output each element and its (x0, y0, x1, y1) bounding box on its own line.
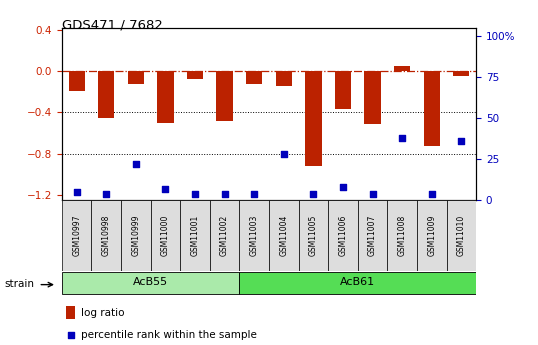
FancyBboxPatch shape (328, 200, 358, 271)
Bar (394, 66, 410, 71)
Bar (216, 71, 233, 120)
Text: GSM11008: GSM11008 (398, 215, 407, 256)
Point (250, 191, 258, 196)
Text: GSM11010: GSM11010 (457, 215, 466, 256)
FancyBboxPatch shape (121, 200, 151, 271)
Point (102, 191, 111, 196)
FancyBboxPatch shape (210, 200, 239, 271)
Point (427, 191, 436, 196)
Text: AcB55: AcB55 (133, 277, 168, 287)
FancyBboxPatch shape (447, 200, 476, 271)
Bar (305, 71, 322, 166)
Bar (68, 71, 85, 91)
Text: GSM11004: GSM11004 (279, 215, 288, 256)
Text: GSM10997: GSM10997 (72, 215, 81, 256)
Point (190, 191, 199, 196)
Bar (246, 71, 263, 85)
FancyBboxPatch shape (358, 200, 387, 271)
Point (368, 191, 377, 196)
Point (66, 332, 75, 338)
Point (131, 161, 140, 167)
Bar (157, 71, 174, 122)
FancyBboxPatch shape (417, 200, 447, 271)
Text: GSM11005: GSM11005 (309, 215, 318, 256)
Text: GSM10998: GSM10998 (102, 215, 111, 256)
Bar (187, 71, 203, 79)
Bar (423, 71, 440, 146)
Point (161, 186, 170, 191)
Text: GSM11001: GSM11001 (190, 215, 200, 256)
FancyBboxPatch shape (180, 200, 210, 271)
Bar (335, 71, 351, 109)
Text: GSM11006: GSM11006 (338, 215, 348, 256)
Text: percentile rank within the sample: percentile rank within the sample (81, 330, 257, 340)
FancyBboxPatch shape (269, 200, 299, 271)
FancyBboxPatch shape (151, 200, 180, 271)
Bar (98, 71, 115, 118)
Point (72, 189, 81, 195)
FancyBboxPatch shape (239, 200, 269, 271)
FancyBboxPatch shape (387, 200, 417, 271)
Bar (364, 71, 381, 124)
Text: GSM11000: GSM11000 (161, 215, 170, 256)
Text: log ratio: log ratio (81, 308, 124, 318)
Bar (66, 306, 75, 319)
FancyBboxPatch shape (62, 272, 239, 294)
Text: GSM10999: GSM10999 (131, 215, 140, 256)
Point (457, 138, 465, 144)
Text: AcB61: AcB61 (340, 277, 376, 287)
Text: GSM11002: GSM11002 (220, 215, 229, 256)
Text: strain: strain (4, 279, 34, 289)
Bar (128, 71, 144, 85)
Bar (453, 71, 470, 76)
Point (220, 191, 229, 196)
Text: GSM11003: GSM11003 (250, 215, 259, 256)
FancyBboxPatch shape (62, 200, 91, 271)
Text: GSM11007: GSM11007 (368, 215, 377, 256)
Bar (275, 71, 292, 87)
Point (398, 135, 406, 140)
Point (339, 184, 348, 190)
Point (309, 191, 317, 196)
Text: GDS471 / 7682: GDS471 / 7682 (62, 19, 162, 32)
Text: GSM11009: GSM11009 (427, 215, 436, 256)
Point (279, 151, 288, 157)
FancyBboxPatch shape (91, 200, 121, 271)
FancyBboxPatch shape (239, 272, 476, 294)
FancyBboxPatch shape (299, 200, 328, 271)
